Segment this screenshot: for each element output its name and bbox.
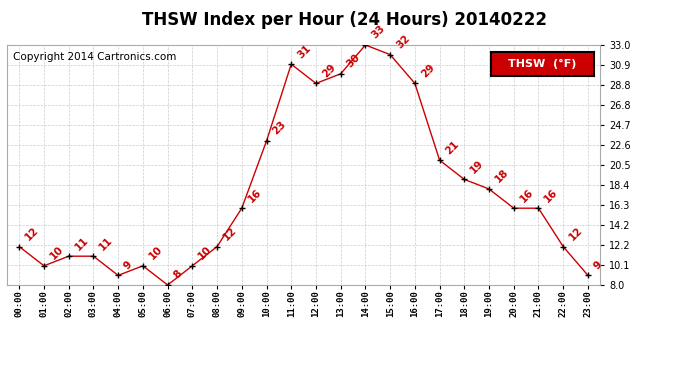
Text: 12: 12	[567, 225, 584, 242]
Text: 16: 16	[246, 187, 264, 204]
Text: 16: 16	[518, 187, 535, 204]
Text: 23: 23	[270, 120, 288, 137]
Text: 33: 33	[370, 24, 387, 41]
Text: 9: 9	[592, 259, 604, 271]
Text: 31: 31	[295, 43, 313, 60]
Text: 12: 12	[23, 225, 41, 242]
Text: 29: 29	[320, 62, 337, 79]
Text: 10: 10	[147, 244, 164, 262]
Text: 11: 11	[97, 235, 115, 252]
Text: 9: 9	[122, 259, 135, 271]
Text: 10: 10	[48, 244, 66, 262]
Text: 29: 29	[419, 62, 436, 79]
Text: 18: 18	[493, 168, 511, 185]
Text: Copyright 2014 Cartronics.com: Copyright 2014 Cartronics.com	[13, 52, 176, 62]
Text: 8: 8	[172, 268, 184, 281]
Text: 19: 19	[469, 158, 486, 175]
Text: 11: 11	[73, 235, 90, 252]
Text: 30: 30	[345, 52, 362, 70]
Text: 16: 16	[542, 187, 560, 204]
Text: THSW Index per Hour (24 Hours) 20140222: THSW Index per Hour (24 Hours) 20140222	[143, 11, 547, 29]
Text: 21: 21	[444, 139, 461, 156]
Text: 12: 12	[221, 225, 239, 242]
Text: 10: 10	[197, 244, 214, 262]
Text: 32: 32	[394, 33, 412, 50]
